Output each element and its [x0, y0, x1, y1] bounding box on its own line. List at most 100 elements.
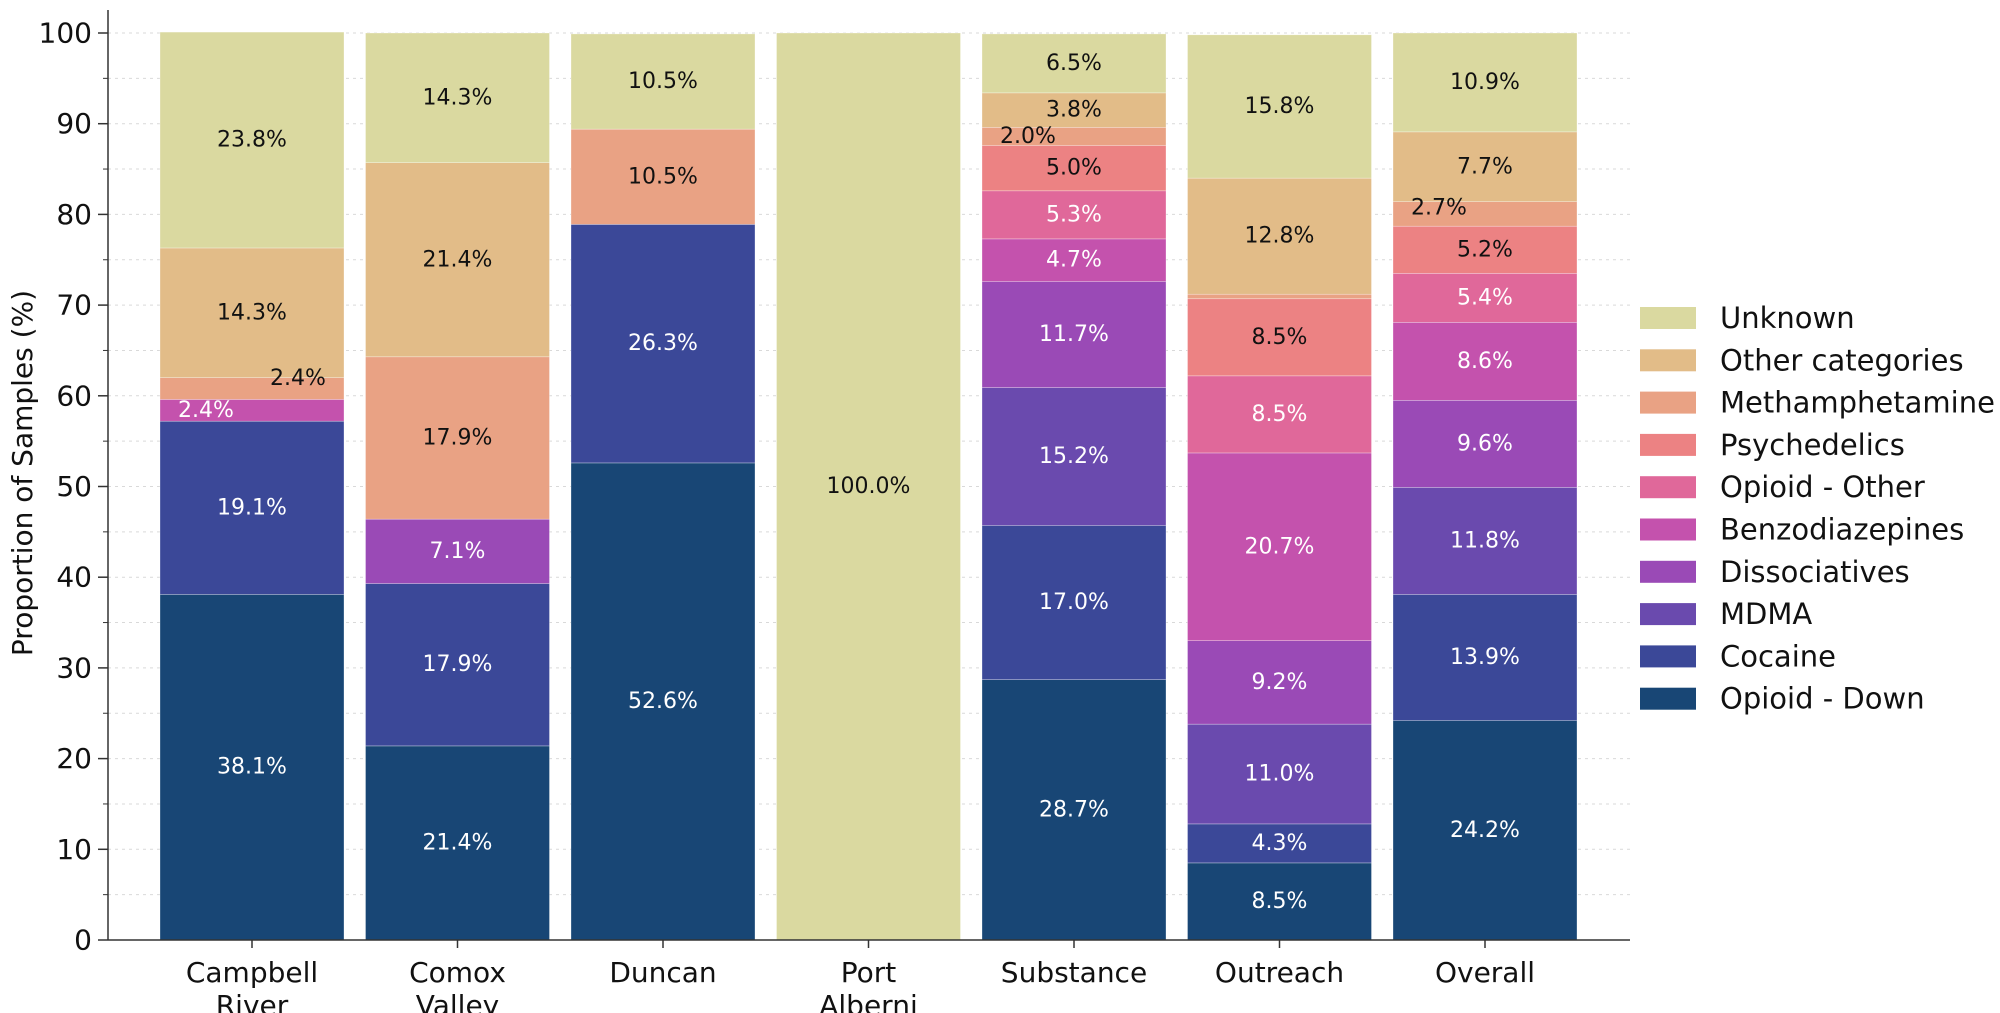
bar-segment[interactable] — [570, 462, 756, 941]
bar-segment[interactable] — [365, 32, 550, 164]
bar-segment[interactable] — [1392, 487, 1578, 595]
data-label: 5.3% — [1046, 202, 1102, 227]
bar-segment[interactable] — [1187, 640, 1372, 725]
bar-segment[interactable] — [159, 247, 345, 378]
bar-segment[interactable] — [981, 33, 1167, 94]
data-label: 9.6% — [1457, 431, 1513, 456]
legend-entry[interactable]: Unknown — [1720, 301, 1855, 335]
legend-entry[interactable]: Methamphetamine — [1720, 386, 1995, 420]
bar-segment[interactable] — [1187, 375, 1372, 454]
y-tick-label: 70 — [56, 289, 92, 322]
bar-segment[interactable] — [1187, 298, 1372, 377]
y-tick-label: 40 — [56, 561, 92, 594]
bar-segment[interactable] — [981, 281, 1167, 388]
bar-segment[interactable] — [1392, 201, 1578, 227]
x-tick-label: Campbell River — [186, 956, 318, 1013]
legend-swatch — [1640, 518, 1696, 541]
data-label: 2.4% — [270, 366, 326, 391]
data-label: 28.7% — [1039, 797, 1109, 822]
bar-segment[interactable] — [570, 33, 756, 130]
data-label: 11.7% — [1039, 322, 1109, 347]
bar-segment[interactable] — [1392, 322, 1578, 401]
data-label: 13.9% — [1450, 645, 1520, 670]
legend-entry[interactable]: MDMA — [1720, 597, 1812, 631]
y-tick-label: 80 — [56, 198, 92, 231]
bar-segment[interactable] — [1392, 594, 1578, 721]
legend-entry[interactable]: Benzodiazepines — [1720, 513, 1964, 547]
bar-segment[interactable] — [1392, 32, 1578, 133]
bar-segment[interactable] — [365, 583, 550, 747]
bar-segment[interactable] — [981, 525, 1167, 680]
x-tick-label: Port Alberni — [819, 956, 917, 1013]
data-label: 12.8% — [1245, 224, 1315, 249]
data-label: 23.8% — [217, 128, 287, 153]
bars — [159, 31, 1578, 941]
bar-segment[interactable] — [981, 145, 1167, 192]
bar-segment[interactable] — [570, 128, 756, 225]
legend-swatch — [1640, 476, 1696, 499]
legend-entry[interactable]: Cocaine — [1720, 639, 1836, 673]
data-label: 21.4% — [423, 830, 493, 855]
bar-segment[interactable] — [1392, 273, 1578, 323]
bar-segment[interactable] — [1187, 723, 1372, 825]
data-label: 2.0% — [1000, 124, 1056, 149]
bar-segment[interactable] — [981, 679, 1167, 941]
y-tick-label: 30 — [56, 651, 92, 684]
legend-entry[interactable]: Other categories — [1720, 343, 1964, 377]
bar-segment[interactable] — [1392, 131, 1578, 203]
bar-segment[interactable] — [981, 92, 1167, 128]
y-tick-label: 0 — [74, 924, 92, 957]
data-label: 5.2% — [1457, 237, 1513, 262]
bar-segment[interactable] — [981, 238, 1167, 282]
legend-swatch — [1640, 307, 1696, 329]
legend[interactable]: Unknown Other categories Methamphetamine Ps… — [1640, 301, 1995, 716]
data-label: 17.9% — [423, 652, 493, 677]
bar-segment[interactable] — [981, 190, 1167, 240]
data-label: 9.2% — [1252, 670, 1308, 695]
y-tick-label: 60 — [56, 379, 92, 412]
y-tick-label: 90 — [56, 107, 92, 140]
legend-entry[interactable]: Psychedelics — [1720, 428, 1905, 462]
bar-segment[interactable] — [981, 387, 1167, 526]
bar-segment[interactable] — [159, 31, 345, 249]
bar-segment[interactable] — [365, 162, 550, 358]
data-label: 38.1% — [217, 755, 287, 780]
bar-segment[interactable] — [1392, 400, 1578, 488]
y-tick-label: 100 — [39, 17, 92, 50]
data-label: 2.7% — [1411, 195, 1467, 220]
legend-swatch — [1640, 645, 1696, 668]
bar-segment[interactable] — [365, 356, 550, 520]
bar-segment[interactable] — [159, 594, 345, 941]
data-label: 17.0% — [1039, 590, 1109, 615]
x-tick-label: Duncan — [609, 956, 716, 989]
legend-entry[interactable]: Dissociatives — [1720, 555, 1910, 589]
bar-segment[interactable] — [1187, 34, 1372, 179]
bar-segment[interactable] — [776, 32, 961, 941]
data-label: 5.4% — [1457, 285, 1513, 310]
bar-segment[interactable] — [159, 420, 345, 595]
bar-segment[interactable] — [1187, 293, 1372, 300]
data-label: 8.5% — [1252, 889, 1308, 914]
bar-segment[interactable] — [1392, 720, 1578, 941]
data-label: 2.4% — [178, 398, 234, 423]
legend-entry[interactable]: Opioid - Other — [1720, 470, 1925, 504]
bar-segment[interactable] — [365, 518, 550, 584]
data-label: 10.5% — [628, 69, 698, 94]
x-tick-label: Comox Valley — [409, 956, 506, 1013]
axes: Campbell River Comox Valley Duncan Port Albern… — [39, 10, 1630, 1013]
data-label: 15.8% — [1245, 94, 1315, 119]
bar-segment[interactable] — [365, 745, 550, 941]
data-label: 10.5% — [628, 164, 698, 189]
data-label: 14.3% — [217, 300, 287, 325]
x-tick-label: Outreach — [1215, 956, 1344, 989]
data-label: 8.6% — [1457, 349, 1513, 374]
bar-segment[interactable] — [1187, 452, 1372, 641]
bar-segment[interactable] — [1187, 177, 1372, 295]
legend-entry[interactable]: Opioid - Down — [1720, 682, 1925, 716]
bar-segment[interactable] — [1187, 862, 1372, 941]
legend-swatch — [1640, 603, 1696, 626]
bar-segment[interactable] — [570, 224, 756, 464]
bar-segment[interactable] — [1187, 823, 1372, 864]
data-label: 10.9% — [1450, 70, 1520, 95]
